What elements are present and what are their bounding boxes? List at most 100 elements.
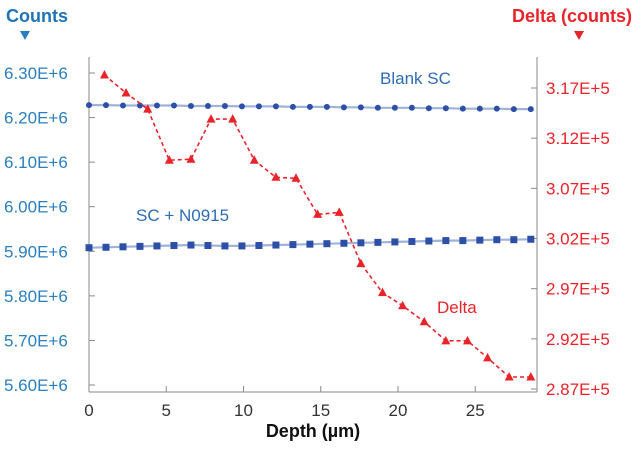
data-point <box>86 102 92 109</box>
data-point <box>378 287 388 297</box>
data-point <box>510 236 518 244</box>
data-point <box>102 243 110 251</box>
right-tick-label: 2.87E+5 <box>546 380 610 399</box>
data-point <box>153 102 160 109</box>
series-label-delta: Delta <box>437 298 477 317</box>
data-point <box>323 103 330 110</box>
data-point <box>204 102 211 109</box>
data-point <box>153 242 161 250</box>
right-tick-label: 3.17E+5 <box>546 79 610 98</box>
data-point <box>306 103 313 110</box>
series-label-blank-sc: Blank SC <box>380 69 451 88</box>
left-tick-label: 5.70E+6 <box>4 331 68 350</box>
data-point <box>187 241 195 249</box>
data-point <box>374 104 381 111</box>
data-point <box>255 103 262 110</box>
x-axis-ticks: 0 5 10 15 20 25 <box>84 386 485 420</box>
series-line <box>103 74 531 378</box>
x-tick-label: 0 <box>84 401 93 420</box>
data-point <box>459 105 466 112</box>
data-point <box>334 207 344 216</box>
left-tick-label: 6.20E+6 <box>4 109 68 128</box>
right-tick-label: 2.92E+5 <box>546 330 610 349</box>
data-point <box>99 69 109 79</box>
right-tick-label: 3.12E+5 <box>546 129 610 148</box>
left-tick-label: 5.80E+6 <box>4 287 68 306</box>
data-point <box>391 238 399 246</box>
data-point <box>143 104 153 113</box>
data-point <box>323 240 331 248</box>
data-point <box>187 102 194 109</box>
data-point <box>357 104 364 111</box>
data-point <box>419 316 429 326</box>
data-point <box>526 371 536 381</box>
data-point <box>483 352 493 362</box>
data-point <box>271 172 281 181</box>
data-point <box>459 237 467 245</box>
data-point <box>356 258 366 268</box>
right-axis-title: Delta (counts) <box>512 6 632 26</box>
data-point <box>425 237 433 245</box>
plot-frame <box>88 57 538 393</box>
right-axis-ticks: 2.87E+5 2.92E+5 2.97E+5 3.02E+5 3.07E+5 3.12E… <box>531 79 610 399</box>
data-point <box>238 242 246 250</box>
data-point <box>272 103 279 110</box>
data-point <box>408 104 415 111</box>
right-tick-label: 3.02E+5 <box>546 230 610 249</box>
x-tick-label: 25 <box>466 401 485 420</box>
data-point <box>291 173 301 182</box>
left-tick-label: 6.10E+6 <box>4 153 68 172</box>
left-tick-label: 5.60E+6 <box>4 376 68 395</box>
data-point <box>221 242 229 250</box>
data-point <box>441 335 451 345</box>
data-point <box>493 105 500 112</box>
x-tick-label: 10 <box>234 401 253 420</box>
x-tick-label: 15 <box>311 401 330 420</box>
right-tick-label: 2.97E+5 <box>546 280 610 299</box>
left-tick-label: 6.00E+6 <box>4 198 68 217</box>
data-point <box>442 105 449 112</box>
data-point <box>136 242 144 250</box>
data-point <box>121 88 131 97</box>
data-point <box>476 105 483 112</box>
data-point <box>357 239 365 247</box>
data-point <box>510 106 517 113</box>
data-point <box>228 114 238 123</box>
data-point <box>527 106 534 113</box>
right-axis-title-arrow-icon <box>574 31 584 40</box>
data-point <box>462 335 472 345</box>
data-point <box>136 102 143 109</box>
data-point <box>170 102 177 109</box>
data-point <box>398 300 408 310</box>
data-point <box>476 236 484 244</box>
series-blank-sc <box>86 102 534 113</box>
left-axis-ticks: 5.60E+6 5.70E+6 5.80E+6 5.90E+6 6.00E+6 6.10E… <box>4 64 95 395</box>
right-tick-label: 3.07E+5 <box>546 179 610 198</box>
data-point <box>527 235 535 243</box>
data-point <box>255 241 263 249</box>
data-point <box>313 209 323 218</box>
data-point <box>391 104 398 111</box>
left-tick-label: 6.30E+6 <box>4 64 68 83</box>
data-point <box>272 241 280 249</box>
data-point <box>164 155 174 164</box>
data-point <box>170 241 178 249</box>
left-axis-title-arrow-icon <box>20 31 30 40</box>
x-tick-label: 20 <box>389 401 408 420</box>
data-point <box>119 102 126 109</box>
series-delta <box>99 69 536 381</box>
data-point <box>442 237 450 245</box>
data-point <box>306 240 314 248</box>
data-point <box>340 104 347 111</box>
data-point <box>493 236 501 244</box>
left-axis-title: Counts <box>6 6 68 26</box>
x-tick-label: 5 <box>162 401 171 420</box>
data-point <box>374 238 382 246</box>
data-point <box>206 114 216 123</box>
series-sc-n0915 <box>85 235 535 252</box>
data-point <box>249 155 259 164</box>
data-point <box>221 102 228 109</box>
series-layer <box>85 69 536 381</box>
data-point <box>85 244 93 252</box>
